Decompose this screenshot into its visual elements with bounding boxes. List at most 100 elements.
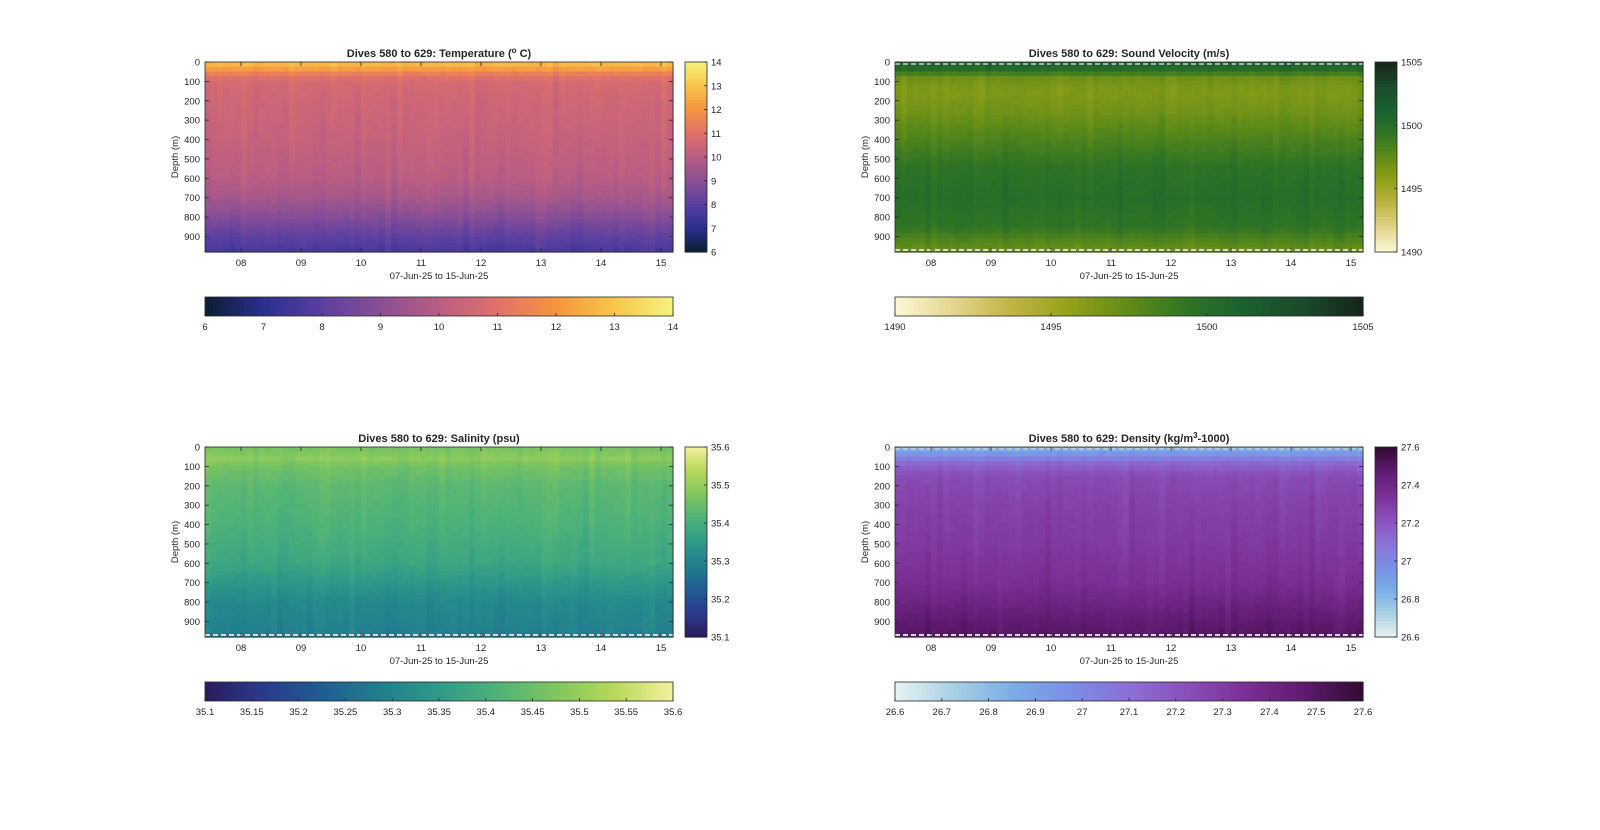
heatmap-cell: [253, 76, 260, 82]
heatmap-cell: [379, 100, 386, 106]
heatmap-cell: [649, 142, 656, 149]
heatmap-cell: [1117, 171, 1124, 177]
heatmap-cell: [367, 114, 374, 120]
heatmap-cell: [655, 152, 662, 158]
heatmap-cell: [985, 66, 992, 73]
heatmap-cell: [475, 71, 482, 77]
heatmap-cell: [385, 247, 392, 253]
heatmap-cell: [367, 185, 374, 191]
heatmap-cell: [631, 100, 638, 106]
heatmap-cell: [523, 95, 530, 101]
heatmap-cell: [613, 204, 620, 210]
heatmap-cell: [1033, 185, 1040, 191]
heatmap-cell: [667, 152, 674, 158]
heatmap-cell: [469, 166, 476, 172]
heatmap-cell: [1027, 123, 1034, 130]
heatmap-cell: [967, 161, 974, 168]
heatmap-cell: [949, 138, 956, 144]
heatmap-cell: [445, 76, 452, 82]
heatmap-cell: [943, 76, 950, 82]
heatmap-cell: [1063, 209, 1070, 215]
heatmap-cell: [307, 161, 314, 168]
heatmap-cell: [631, 247, 638, 253]
heatmap-cell: [625, 66, 632, 73]
heatmap-cell: [571, 95, 578, 101]
heatmap-cell: [925, 100, 932, 106]
heatmap-cell: [949, 209, 956, 215]
heatmap-cell: [1087, 104, 1094, 111]
heatmap-cell: [469, 128, 476, 134]
heatmap-cell: [487, 171, 494, 177]
heatmap-cell: [625, 142, 632, 149]
heatmap-cell: [1099, 104, 1106, 111]
heatmap-cell: [499, 161, 506, 168]
heatmap-cell: [391, 242, 398, 248]
heatmap-cell: [649, 157, 656, 163]
heatmap-cell: [937, 66, 944, 73]
heatmap-cell: [415, 128, 422, 134]
heatmap-cell: [223, 237, 230, 244]
heatmap-cell: [307, 237, 314, 244]
heatmap-cell: [583, 209, 590, 215]
heatmap-cell: [949, 133, 956, 139]
heatmap-cell: [1003, 157, 1010, 163]
heatmap-cell: [667, 100, 674, 106]
heatmap-cell: [577, 66, 584, 73]
heatmap-cell: [523, 157, 530, 163]
heatmap-cell: [259, 85, 266, 92]
colorbar-swatch: [271, 297, 276, 316]
heatmap-cell: [289, 95, 296, 101]
heatmap-cell: [535, 119, 542, 125]
heatmap-cell: [571, 152, 578, 158]
heatmap-cell: [205, 204, 212, 210]
heatmap-cell: [487, 90, 494, 96]
heatmap-cell: [1009, 233, 1016, 239]
heatmap-cell: [961, 199, 968, 206]
heatmap-cell: [535, 161, 542, 168]
heatmap-cell: [991, 81, 998, 87]
heatmap-cell: [475, 142, 482, 149]
heatmap-cell: [553, 85, 560, 92]
heatmap-cell: [1015, 128, 1022, 134]
heatmap-cell: [367, 157, 374, 163]
heatmap-cell: [223, 233, 230, 239]
heatmap-cell: [1033, 62, 1040, 68]
heatmap-cell: [991, 190, 998, 196]
heatmap-cell: [373, 114, 380, 120]
heatmap-cell: [427, 133, 434, 139]
heatmap-cell: [211, 223, 218, 229]
heatmap-cell: [205, 218, 212, 225]
heatmap-cell: [985, 214, 992, 220]
colorbar-swatch: [442, 297, 448, 316]
heatmap-cell: [547, 123, 554, 130]
heatmap-cell: [433, 152, 440, 158]
heatmap-cell: [355, 180, 362, 187]
heatmap-cell: [247, 199, 254, 206]
heatmap-cell: [1045, 195, 1052, 201]
heatmap-cell: [955, 133, 962, 139]
heatmap-cell: [985, 71, 992, 77]
heatmap-cell: [505, 233, 512, 239]
heatmap-cell: [577, 100, 584, 106]
heatmap-cell: [367, 218, 374, 225]
heatmap-cell: [907, 85, 914, 92]
heatmap-cell: [241, 142, 248, 149]
heatmap-cell: [1051, 237, 1058, 244]
heatmap-cell: [1099, 152, 1106, 158]
heatmap-cell: [547, 133, 554, 139]
heatmap-cell: [607, 176, 614, 182]
heatmap-cell: [649, 114, 656, 120]
heatmap-cell: [601, 100, 608, 106]
heatmap-cell: [289, 104, 296, 111]
heatmap-cell: [973, 199, 980, 206]
heatmap-cell: [205, 171, 212, 177]
heatmap-cell: [463, 133, 470, 139]
heatmap-cell: [1027, 114, 1034, 120]
heatmap-cell: [1033, 233, 1040, 239]
heatmap-cell: [475, 161, 482, 168]
heatmap-cell: [607, 223, 614, 229]
heatmap-cell: [433, 90, 440, 96]
heatmap-cell: [529, 190, 536, 196]
heatmap-cell: [1099, 171, 1106, 177]
heatmap-cell: [241, 247, 248, 253]
